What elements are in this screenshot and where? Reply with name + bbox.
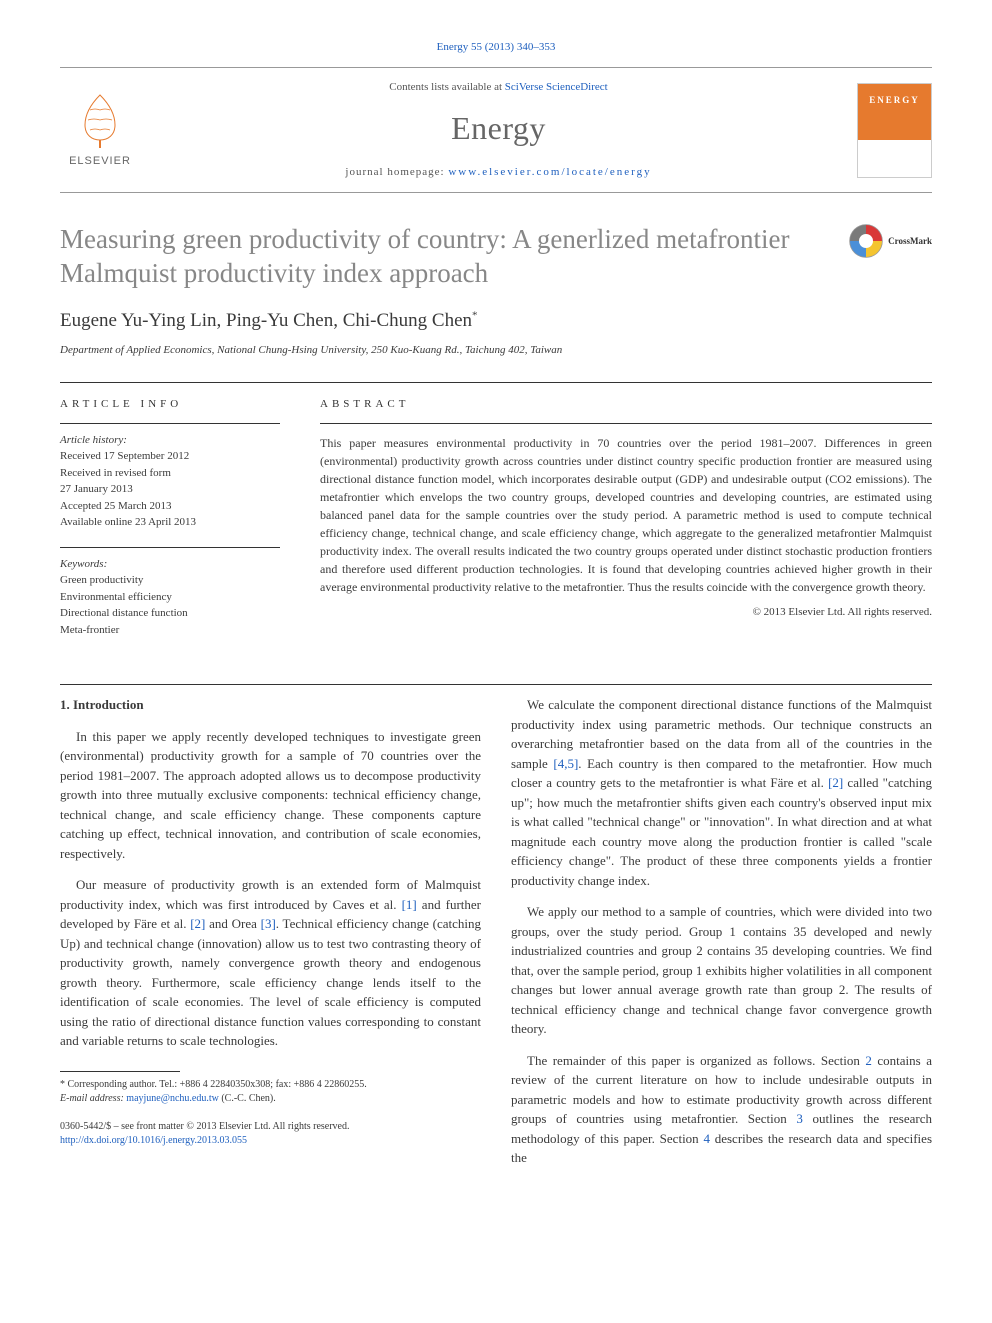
keyword: Meta-frontier — [60, 622, 280, 639]
history-block: Article history: Received 17 September 2… — [60, 423, 280, 531]
homepage-line: journal homepage: www.elsevier.com/locat… — [160, 165, 837, 180]
history-label: Article history: — [60, 432, 280, 449]
title-row: Measuring green productivity of country:… — [60, 223, 932, 291]
keyword: Environmental efficiency — [60, 589, 280, 606]
article-info-heading: ARTICLE INFO — [60, 397, 280, 412]
page-container: Energy 55 (2013) 340–353 ELSEVIER Conten… — [0, 0, 992, 1220]
journal-header: ELSEVIER Contents lists available at Sci… — [60, 67, 932, 193]
elsevier-name: ELSEVIER — [69, 154, 131, 169]
crossmark-label: CrossMark — [888, 235, 932, 248]
abstract-column: ABSTRACT This paper measures environment… — [320, 383, 932, 654]
authors-line: Eugene Yu-Ying Lin, Ping-Yu Chen, Chi-Ch… — [60, 308, 932, 335]
citation-line: Energy 55 (2013) 340–353 — [60, 40, 932, 55]
header-center: Contents lists available at SciVerse Sci… — [160, 80, 837, 180]
contents-line: Contents lists available at SciVerse Sci… — [160, 80, 837, 95]
body-columns: 1. Introduction In this paper we apply r… — [60, 695, 932, 1180]
journal-cover-thumbnail: ENERGY — [857, 83, 932, 178]
footnote-divider — [60, 1071, 180, 1072]
reference-link[interactable]: [2] — [190, 916, 205, 931]
elsevier-logo: ELSEVIER — [60, 85, 140, 175]
paragraph: We calculate the component directional d… — [511, 695, 932, 890]
abstract-text: This paper measures environmental produc… — [320, 423, 932, 621]
accepted-date: Accepted 25 March 2013 — [60, 498, 280, 515]
right-column: We calculate the component directional d… — [511, 695, 932, 1180]
affiliation: Department of Applied Economics, Nationa… — [60, 343, 932, 358]
reference-link[interactable]: [4,5] — [553, 756, 578, 771]
reference-link[interactable]: [2] — [828, 775, 843, 790]
paragraph: In this paper we apply recently develope… — [60, 727, 481, 864]
reference-link[interactable]: [3] — [261, 916, 276, 931]
doi-link[interactable]: http://dx.doi.org/10.1016/j.energy.2013.… — [60, 1134, 481, 1148]
keyword: Directional distance function — [60, 605, 280, 622]
divider — [60, 684, 932, 685]
abstract-heading: ABSTRACT — [320, 397, 932, 412]
journal-name: Energy — [160, 106, 837, 151]
section-heading: 1. Introduction — [60, 695, 481, 715]
corresponding-author-footnote: * Corresponding author. Tel.: +886 4 228… — [60, 1078, 481, 1106]
left-column: 1. Introduction In this paper we apply r… — [60, 695, 481, 1180]
sciencedirect-link[interactable]: SciVerse ScienceDirect — [505, 81, 608, 93]
paragraph: The remainder of this paper is organized… — [511, 1051, 932, 1168]
paragraph: Our measure of productivity growth is an… — [60, 875, 481, 1051]
article-info-column: ARTICLE INFO Article history: Received 1… — [60, 383, 280, 654]
email-link[interactable]: mayjune@nchu.edu.tw — [126, 1093, 219, 1104]
online-date: Available online 23 April 2013 — [60, 514, 280, 531]
revised-label: Received in revised form — [60, 465, 280, 482]
elsevier-tree-icon — [70, 90, 130, 150]
received-date: Received 17 September 2012 — [60, 448, 280, 465]
revised-date: 27 January 2013 — [60, 481, 280, 498]
footer-issn: 0360-5442/$ – see front matter © 2013 El… — [60, 1120, 481, 1148]
crossmark-badge[interactable]: CrossMark — [848, 223, 932, 259]
homepage-link[interactable]: www.elsevier.com/locate/energy — [448, 166, 651, 178]
cover-title: ENERGY — [869, 94, 920, 107]
citation-text[interactable]: Energy 55 (2013) 340–353 — [437, 41, 556, 53]
keywords-block: Keywords: Green productivity Environment… — [60, 547, 280, 639]
paragraph: We apply our method to a sample of count… — [511, 902, 932, 1039]
reference-link[interactable]: [1] — [402, 897, 417, 912]
copyright-line: © 2013 Elsevier Ltd. All rights reserved… — [320, 604, 932, 621]
crossmark-icon — [848, 223, 884, 259]
keyword: Green productivity — [60, 572, 280, 589]
article-title: Measuring green productivity of country:… — [60, 223, 828, 291]
info-abstract-row: ARTICLE INFO Article history: Received 1… — [60, 383, 932, 654]
keywords-label: Keywords: — [60, 556, 280, 573]
